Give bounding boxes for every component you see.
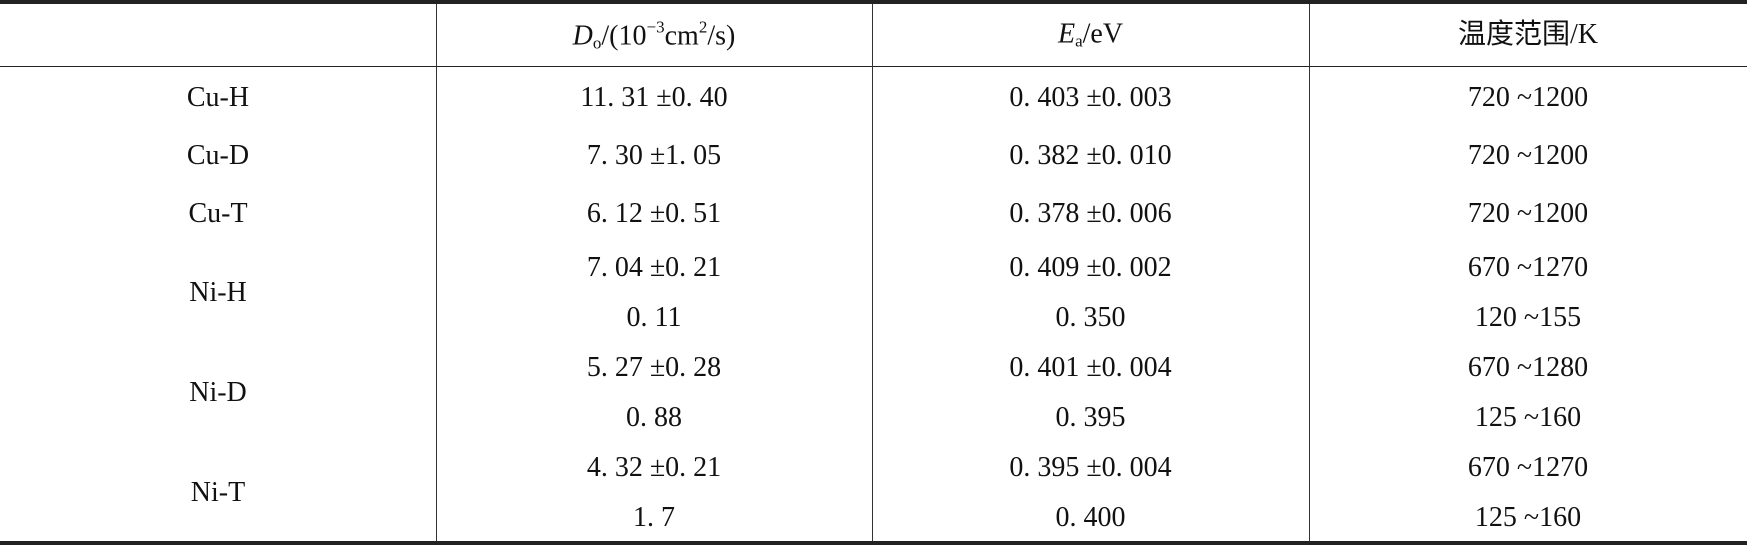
value-cell: 670 ~1270 — [1467, 452, 1589, 483]
value-cell: 0. 395 — [1055, 402, 1126, 433]
header-cell: Ea/eV — [872, 18, 1309, 51]
bottom-border — [0, 541, 1747, 545]
column-rule — [872, 4, 873, 541]
value-cell: 6. 12 ±0. 51 — [586, 198, 722, 229]
top-border — [0, 0, 1747, 4]
value-cell: 1. 7 — [633, 502, 675, 533]
header-cell: Do/(10−3cm2/s) — [436, 19, 872, 52]
row-label: Cu-H — [186, 82, 250, 113]
value-cell: 720 ~1200 — [1467, 140, 1589, 171]
value-cell: 0. 382 ±0. 010 — [1009, 140, 1172, 171]
value-cell: 7. 30 ±1. 05 — [586, 140, 722, 171]
header-cell: 温度范围/K — [1309, 21, 1747, 49]
value-cell: 11. 31 ±0. 40 — [580, 82, 728, 113]
header-rule — [0, 66, 1747, 67]
header-symbol: E — [1057, 18, 1076, 50]
value-cell: 0. 401 ±0. 004 — [1009, 352, 1172, 383]
value-cell: 670 ~1280 — [1467, 352, 1589, 383]
row-label: Ni-T — [190, 477, 246, 508]
value-cell: 0. 350 — [1055, 302, 1126, 333]
value-cell: 120 ~155 — [1474, 302, 1582, 333]
column-rule — [1309, 4, 1310, 541]
value-cell: 125 ~160 — [1474, 502, 1582, 533]
value-cell: 4. 32 ±0. 21 — [586, 452, 722, 483]
header-text: /s) — [707, 20, 736, 52]
header-symbol: D — [572, 20, 593, 52]
header-text: 温度范围/K — [1457, 19, 1598, 50]
value-cell: 0. 400 — [1055, 502, 1126, 533]
value-cell: 670 ~1270 — [1467, 252, 1589, 283]
header-superscript: 2 — [698, 17, 708, 37]
row-label: Ni-H — [189, 277, 247, 308]
header-text: /eV — [1082, 18, 1124, 50]
value-cell: 0. 11 — [626, 302, 682, 333]
value-cell: 720 ~1200 — [1467, 82, 1589, 113]
header-superscript: −3 — [646, 17, 665, 37]
header-subscript: o — [592, 33, 602, 53]
row-label: Cu-D — [186, 140, 250, 171]
header-subscript: a — [1075, 31, 1083, 51]
value-cell: 0. 378 ±0. 006 — [1009, 198, 1172, 229]
value-cell: 720 ~1200 — [1467, 198, 1589, 229]
row-label: Ni-D — [189, 377, 247, 408]
header-text: /(10 — [601, 20, 647, 52]
value-cell: 0. 395 ±0. 004 — [1009, 452, 1172, 483]
header-text: cm — [664, 20, 699, 52]
value-cell: 0. 403 ±0. 003 — [1009, 82, 1172, 113]
column-rule — [436, 4, 437, 541]
value-cell: 5. 27 ±0. 28 — [586, 352, 722, 383]
value-cell: 0. 88 — [626, 402, 682, 433]
value-cell: 125 ~160 — [1474, 402, 1582, 433]
value-cell: 0. 409 ±0. 002 — [1009, 252, 1172, 283]
row-label: Cu-T — [188, 198, 248, 229]
value-cell: 7. 04 ±0. 21 — [586, 252, 722, 283]
